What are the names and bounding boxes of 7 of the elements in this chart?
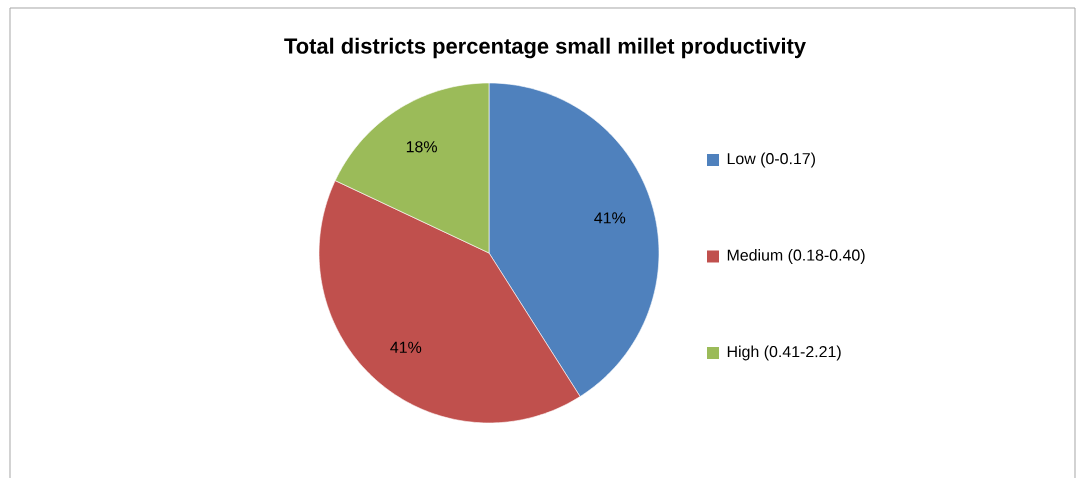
data-label: 18% (406, 141, 437, 153)
legend-label: Medium (0.18-0.40) (727, 249, 865, 264)
legend-label: High (0.41-2.21) (727, 345, 841, 361)
legend-label: Low (0-0.17) (727, 152, 815, 168)
data-label: 41% (390, 341, 422, 353)
chart-title: Total districts percentage small millet productivity (284, 37, 806, 59)
data-label: 41% (594, 212, 626, 224)
